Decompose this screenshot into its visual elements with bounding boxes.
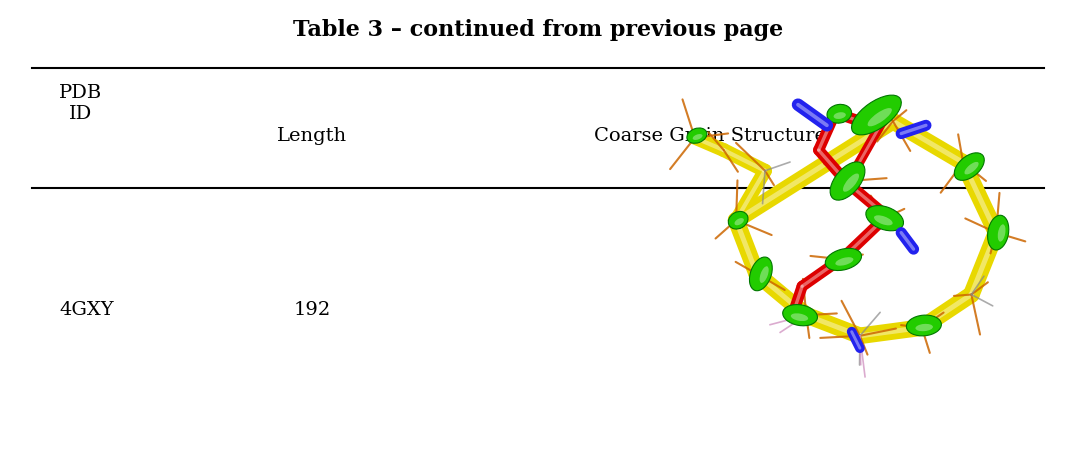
Ellipse shape xyxy=(827,105,851,123)
Ellipse shape xyxy=(782,304,818,326)
Text: Coarse Grain Structure: Coarse Grain Structure xyxy=(594,127,826,145)
Ellipse shape xyxy=(750,257,773,291)
Ellipse shape xyxy=(997,224,1005,242)
Text: Table 3 – continued from previous page: Table 3 – continued from previous page xyxy=(293,19,783,41)
Ellipse shape xyxy=(686,128,707,144)
Ellipse shape xyxy=(988,215,1009,250)
Text: 192: 192 xyxy=(294,301,330,318)
Ellipse shape xyxy=(735,218,744,225)
Ellipse shape xyxy=(867,108,892,126)
Ellipse shape xyxy=(964,162,979,174)
Text: 4GXY: 4GXY xyxy=(59,301,114,318)
Ellipse shape xyxy=(916,324,933,331)
Ellipse shape xyxy=(760,266,768,283)
Text: Length: Length xyxy=(277,127,348,145)
Text: PDB
ID: PDB ID xyxy=(59,84,102,123)
Ellipse shape xyxy=(954,153,985,181)
Ellipse shape xyxy=(835,257,853,265)
Ellipse shape xyxy=(843,174,859,192)
Ellipse shape xyxy=(834,112,846,119)
Ellipse shape xyxy=(728,212,748,229)
Ellipse shape xyxy=(906,315,942,336)
Ellipse shape xyxy=(825,249,862,271)
Ellipse shape xyxy=(693,134,703,140)
Ellipse shape xyxy=(874,215,893,225)
Ellipse shape xyxy=(830,162,865,200)
Ellipse shape xyxy=(791,313,808,321)
Ellipse shape xyxy=(851,95,902,135)
Ellipse shape xyxy=(866,205,904,231)
